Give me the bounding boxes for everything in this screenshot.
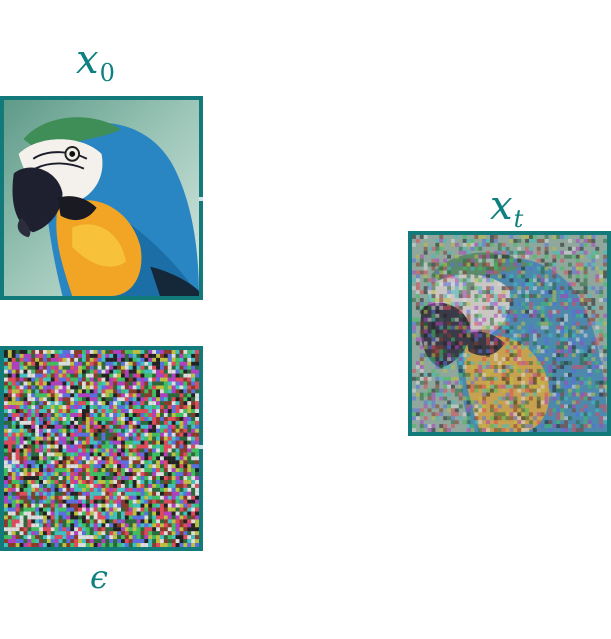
eps-image-frame bbox=[0, 346, 203, 551]
x0-side-tick bbox=[199, 197, 203, 201]
eps-side-tick bbox=[199, 445, 203, 449]
gaussian-noise-image bbox=[4, 350, 199, 547]
x0-image-frame bbox=[0, 96, 203, 300]
xt-label: xt bbox=[490, 186, 523, 239]
xt-label-base: x bbox=[490, 183, 513, 229]
noisy-parrot-image bbox=[412, 235, 607, 432]
x0-label: x0 bbox=[76, 40, 115, 93]
eps-label: ϵ bbox=[90, 561, 108, 593]
x0-label-base: x bbox=[76, 37, 99, 83]
parrot-image bbox=[4, 100, 199, 296]
xt-label-sub: t bbox=[513, 205, 524, 234]
xt-image-frame bbox=[408, 231, 611, 436]
eps-label-text: ϵ bbox=[90, 558, 108, 596]
x0-label-sub: 0 bbox=[99, 59, 115, 88]
